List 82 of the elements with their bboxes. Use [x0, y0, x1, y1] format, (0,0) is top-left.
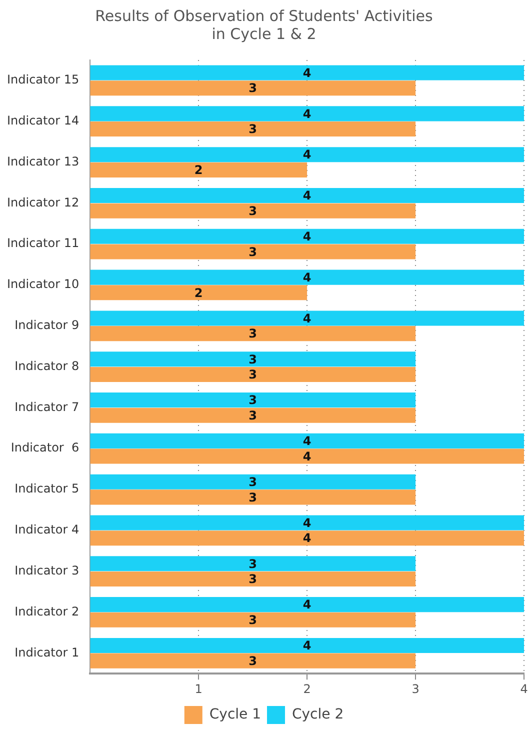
x-tick-label: 2	[303, 682, 311, 696]
y-tick-label: Indicator 3	[14, 563, 80, 578]
bar	[90, 285, 308, 300]
y-tick-label: Indicator 14	[6, 113, 80, 128]
y-tick-label: Indicator 11	[6, 236, 80, 250]
y-tick-label: Indicator 4	[14, 522, 80, 537]
data-label: 4	[302, 531, 312, 546]
data-label: 4	[302, 270, 312, 284]
bar	[90, 80, 416, 96]
bar	[90, 188, 524, 204]
data-label: 3	[248, 204, 257, 218]
data-label: 4	[302, 188, 312, 203]
data-label: 4	[302, 434, 312, 448]
data-label: 4	[302, 638, 312, 653]
y-tick-label: Indicator 9	[14, 318, 80, 332]
y-tick-label: Indicator 13	[6, 154, 80, 168]
bar	[90, 556, 416, 572]
bar	[90, 244, 416, 260]
data-label: 3	[248, 556, 257, 571]
y-tick-label: Indicator 10	[6, 277, 80, 292]
data-label: 3	[248, 352, 257, 366]
bar	[90, 162, 308, 178]
data-label: 3	[248, 474, 257, 489]
y-tick-label: Indicator 7	[14, 400, 80, 414]
x-tick-label: 4	[520, 682, 528, 696]
bar	[90, 597, 524, 612]
data-label: 2	[194, 286, 203, 300]
bar	[90, 653, 416, 668]
data-label: 3	[248, 393, 257, 408]
data-label: 3	[248, 613, 257, 628]
y-tick-label: Indicator 15	[6, 72, 80, 87]
y-tick-label: Indicator 6	[10, 440, 80, 455]
data-label: 4	[302, 230, 312, 244]
data-label: 3	[248, 326, 257, 341]
bar	[90, 408, 416, 423]
data-label: 4	[302, 516, 312, 530]
data-label: 4	[302, 106, 312, 121]
data-label: 3	[248, 122, 257, 136]
x-tick-label: 3	[412, 682, 420, 696]
data-label: 3	[248, 244, 257, 259]
bar	[90, 392, 416, 408]
bar	[90, 122, 416, 137]
bar	[90, 310, 524, 326]
bar	[90, 366, 416, 382]
legend-label: Cycle 2	[292, 706, 344, 723]
data-label: 4	[302, 311, 312, 326]
y-tick-label: Indicator 8	[14, 358, 80, 373]
y-tick-label: Indicator 1	[14, 645, 80, 660]
data-label: 4	[302, 449, 312, 464]
y-tick-label: Indicator 2	[14, 604, 80, 618]
legend-label: Cycle 1	[209, 706, 262, 723]
data-label: 3	[248, 572, 257, 586]
data-label: 2	[194, 163, 203, 178]
data-label: 3	[248, 368, 257, 382]
bar	[90, 270, 524, 285]
bar	[90, 530, 524, 546]
bar	[90, 326, 416, 342]
data-label: 3	[248, 408, 257, 422]
bar	[90, 352, 416, 367]
y-tick-label: Indicator 12	[6, 195, 80, 210]
bar	[90, 433, 524, 448]
y-tick-label: Indicator 5	[14, 482, 80, 496]
data-label: 4	[302, 598, 312, 612]
chart-title: Results of Observation of Students' Activities in Cycle 1 & 2	[95, 6, 434, 43]
bar	[90, 490, 416, 505]
bar	[90, 571, 416, 587]
data-label: 4	[302, 148, 312, 162]
bar	[90, 65, 524, 80]
bar	[90, 474, 416, 490]
bar	[90, 448, 524, 464]
bar	[90, 228, 524, 244]
data-label: 3	[248, 654, 257, 668]
bar	[90, 515, 524, 530]
bar	[90, 106, 524, 122]
data-label: 4	[302, 66, 312, 80]
bar	[90, 203, 416, 218]
data-label: 3	[248, 81, 257, 96]
bar	[90, 638, 524, 653]
data-label: 3	[248, 490, 257, 504]
x-tick-label: 1	[194, 682, 202, 696]
bar	[90, 147, 524, 162]
bar	[90, 612, 416, 628]
